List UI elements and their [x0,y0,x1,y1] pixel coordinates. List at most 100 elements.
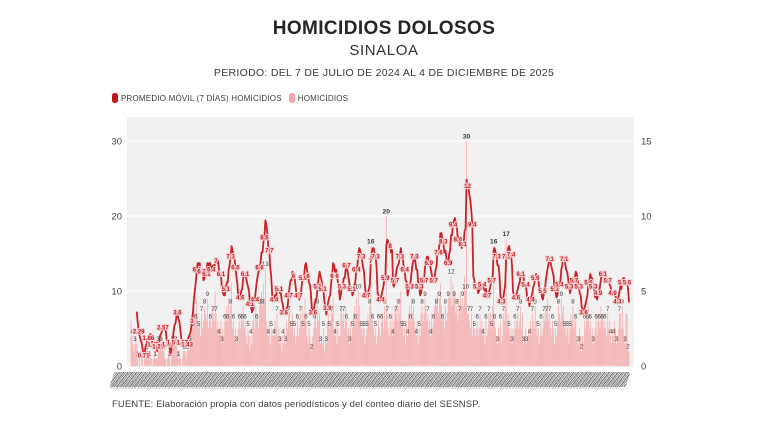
page-title: HOMICIDIOS DOLOSOS [272,18,496,39]
svg-text:5.7: 5.7 [604,278,613,284]
svg-text:4.7: 4.7 [362,293,371,299]
svg-text:2: 2 [626,345,630,351]
svg-text:5.1: 5.1 [318,287,327,293]
svg-text:9: 9 [206,292,210,298]
svg-text:5.6: 5.6 [623,280,632,286]
svg-text:6: 6 [354,315,358,321]
svg-text:4.4: 4.4 [270,298,279,304]
svg-text:6.4: 6.4 [193,268,202,274]
svg-text:3: 3 [592,337,596,343]
svg-text:7.1: 7.1 [560,257,569,263]
svg-text:7: 7 [200,307,204,313]
svg-text:6: 6 [389,315,393,321]
moving-average-swatch-icon [112,93,118,103]
svg-text:6.1: 6.1 [202,272,211,278]
svg-text:5.1: 5.1 [222,287,231,293]
svg-text:7: 7 [502,307,506,313]
svg-text:16: 16 [490,239,498,246]
svg-text:1.43: 1.43 [181,343,193,349]
svg-text:3: 3 [235,337,239,343]
svg-text:7: 7 [516,307,520,313]
svg-text:6.4: 6.4 [401,268,410,274]
svg-text:7: 7 [548,307,552,313]
svg-text:30: 30 [463,134,471,141]
svg-text:20: 20 [383,209,391,216]
svg-text:7: 7 [386,307,390,313]
svg-text:5: 5 [328,322,332,328]
svg-text:4.1: 4.1 [246,302,255,308]
svg-text:30: 30 [111,137,122,148]
svg-text:5: 5 [351,322,355,328]
svg-text:5: 5 [301,322,305,328]
svg-text:8: 8 [229,300,233,306]
svg-text:1.86: 1.86 [143,336,155,342]
svg-text:1.43: 1.43 [147,343,159,349]
svg-text:5: 5 [374,322,378,328]
svg-text:7.1: 7.1 [546,257,555,263]
svg-text:5.3: 5.3 [313,285,322,291]
svg-text:4: 4 [272,330,276,336]
svg-text:6.1: 6.1 [599,272,608,278]
svg-text:6: 6 [441,315,445,321]
svg-text:9.4: 9.4 [468,223,477,229]
svg-text:5: 5 [473,322,477,328]
svg-text:3: 3 [220,337,224,343]
svg-text:6: 6 [597,315,601,321]
plot-area [127,117,634,367]
svg-text:4: 4 [612,330,616,336]
svg-text:6: 6 [586,315,590,321]
svg-text:8: 8 [420,300,424,306]
svg-text:4: 4 [391,330,395,336]
svg-text:9: 9 [438,292,442,298]
left-axis-ticks: 0 10 20 30 [111,137,122,373]
svg-text:6: 6 [313,315,317,321]
homicides-swatch-icon [288,93,295,103]
svg-text:6: 6 [330,274,334,280]
source-note: FUENTE: Elaboración propia con datos per… [112,399,481,410]
svg-text:6: 6 [551,315,555,321]
daily-bars [130,141,630,366]
svg-text:7: 7 [275,307,279,313]
svg-text:4: 4 [267,330,271,336]
svg-text:5: 5 [554,322,558,328]
svg-text:7: 7 [214,259,218,265]
svg-text:6: 6 [226,315,230,321]
svg-text:3.6: 3.6 [280,310,289,316]
svg-text:5: 5 [336,322,340,328]
svg-text:5: 5 [293,322,297,328]
svg-text:5: 5 [565,322,569,328]
svg-text:5.3: 5.3 [589,285,598,291]
svg-text:2: 2 [185,345,189,351]
svg-text:1: 1 [168,352,172,358]
svg-text:9: 9 [461,292,465,298]
svg-text:4: 4 [609,330,613,336]
svg-text:3: 3 [174,337,178,343]
svg-text:7: 7 [470,307,474,313]
svg-text:6: 6 [432,315,436,321]
svg-text:7: 7 [531,307,535,313]
svg-text:8: 8 [368,300,372,306]
svg-text:5.1: 5.1 [550,287,559,293]
svg-text:17: 17 [502,231,510,238]
svg-text:16: 16 [367,239,375,246]
svg-text:6.9: 6.9 [444,261,453,267]
svg-text:9: 9 [452,292,456,298]
svg-text:8: 8 [389,244,393,250]
svg-text:3: 3 [133,337,137,343]
svg-text:6: 6 [335,274,339,280]
svg-text:7.3: 7.3 [396,255,405,261]
svg-text:7.3: 7.3 [410,255,419,261]
svg-text:7.3: 7.3 [502,255,511,261]
legend-item-homicides: HOMICIDIOS [288,93,348,103]
svg-text:5: 5 [568,322,572,328]
svg-text:5: 5 [290,322,294,328]
svg-text:2.57: 2.57 [157,325,169,331]
svg-text:6.3: 6.3 [197,270,206,276]
svg-text:8: 8 [534,300,538,306]
svg-text:5.4: 5.4 [521,283,530,289]
svg-text:4.3: 4.3 [497,300,506,306]
svg-text:8: 8 [444,300,448,306]
svg-text:5: 5 [307,322,311,328]
svg-text:5: 5 [563,322,567,328]
svg-text:7: 7 [618,307,622,313]
